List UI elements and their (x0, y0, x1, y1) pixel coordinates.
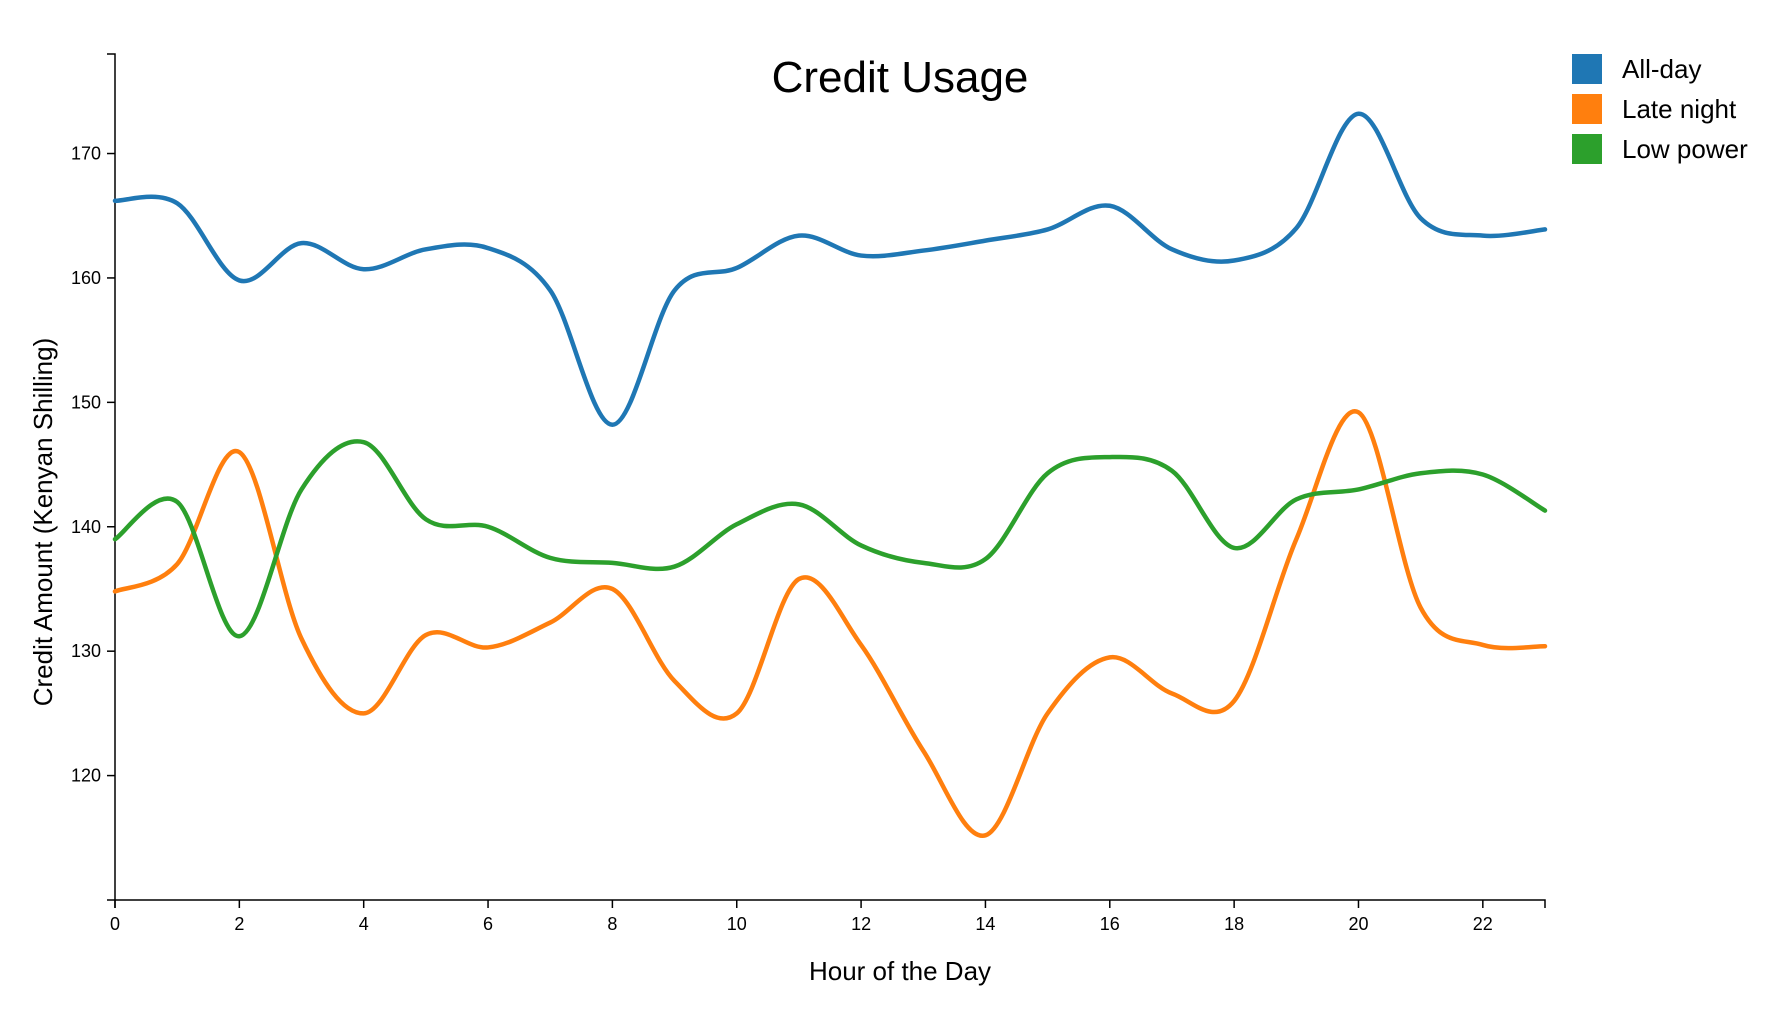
legend-swatch (1572, 54, 1602, 84)
x-tick-label: 18 (1224, 914, 1244, 934)
x-tick-label: 0 (110, 914, 120, 934)
x-tick-label: 2 (234, 914, 244, 934)
y-axis-line (107, 53, 116, 901)
x-tick-label: 8 (607, 914, 617, 934)
legend-swatch (1572, 134, 1602, 164)
legend-swatch (1572, 94, 1602, 124)
series-layer (112, 111, 1548, 838)
series-line-low-power (112, 439, 1548, 639)
legend-label: Late night (1622, 94, 1737, 124)
x-tick-label: 10 (727, 914, 747, 934)
legend: All-day Late night Low power (1572, 54, 1748, 164)
legend-label: Low power (1622, 134, 1748, 164)
legend-item-late-night: Late night (1572, 94, 1737, 124)
y-tick-label: 150 (71, 392, 101, 412)
x-tick-label: 12 (851, 914, 871, 934)
y-tick-label: 160 (71, 268, 101, 288)
x-tick-label: 20 (1348, 914, 1368, 934)
x-tick-label: 4 (359, 914, 369, 934)
legend-item-all-day: All-day (1572, 54, 1701, 84)
y-axis-title: Credit Amount (Kenyan Shilling) (28, 338, 58, 707)
x-axis-line (114, 899, 1546, 908)
x-tick-label: 22 (1473, 914, 1493, 934)
x-axis-title: Hour of the Day (809, 956, 991, 986)
chart-title: Credit Usage (772, 53, 1029, 102)
x-tick-label: 16 (1100, 914, 1120, 934)
series-line-all-day (112, 111, 1548, 427)
y-tick-label: 130 (71, 641, 101, 661)
legend-item-low-power: Low power (1572, 134, 1748, 164)
x-axis: 0 2 4 6 8 10 12 14 16 18 20 22 (110, 899, 1546, 934)
x-tick-label: 14 (975, 914, 995, 934)
series-line-late-night (112, 409, 1548, 838)
y-tick-label: 120 (71, 766, 101, 786)
legend-label: All-day (1622, 54, 1701, 84)
y-axis: 120 130 140 150 160 170 (71, 53, 116, 901)
x-tick-label: 6 (483, 914, 493, 934)
y-tick-label: 140 (71, 517, 101, 537)
y-tick-label: 170 (71, 144, 101, 164)
